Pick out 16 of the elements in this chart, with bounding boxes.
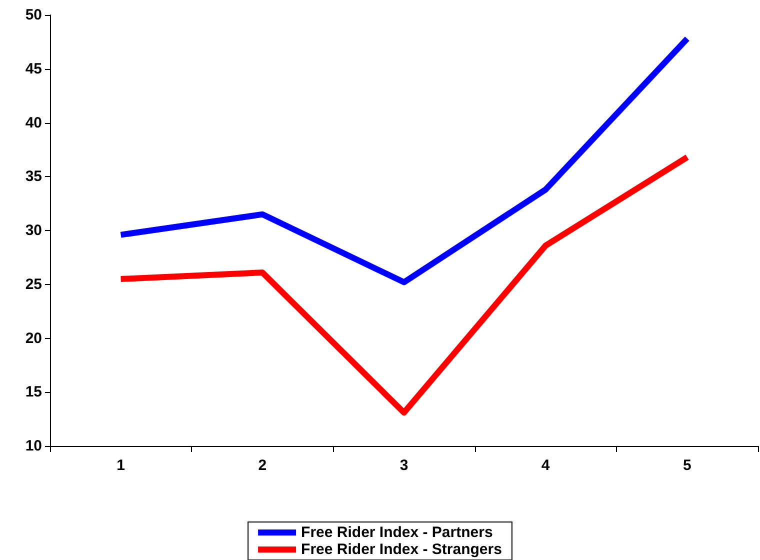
y-tick-label: 40 (25, 114, 42, 132)
x-tick-label: 2 (258, 457, 267, 474)
y-tick-label: 50 (25, 6, 42, 24)
y-tick-label: 20 (25, 330, 42, 347)
x-tick-label: 4 (541, 457, 550, 474)
y-tick-label: 15 (25, 384, 42, 401)
x-tick-label: 1 (116, 457, 125, 474)
x-tick-label: 5 (683, 457, 692, 474)
y-tick-label: 10 (25, 438, 42, 454)
y-tick-label: 45 (25, 60, 42, 78)
legend-label: Free Rider Index - Partners (301, 524, 493, 541)
y-tick-label: 30 (25, 222, 42, 239)
x-tick-label: 3 (400, 457, 408, 474)
y-tick-label: 25 (25, 276, 42, 293)
legend-label: Free Rider Index - Strangers (301, 541, 502, 558)
y-tick-label: 35 (25, 168, 42, 186)
